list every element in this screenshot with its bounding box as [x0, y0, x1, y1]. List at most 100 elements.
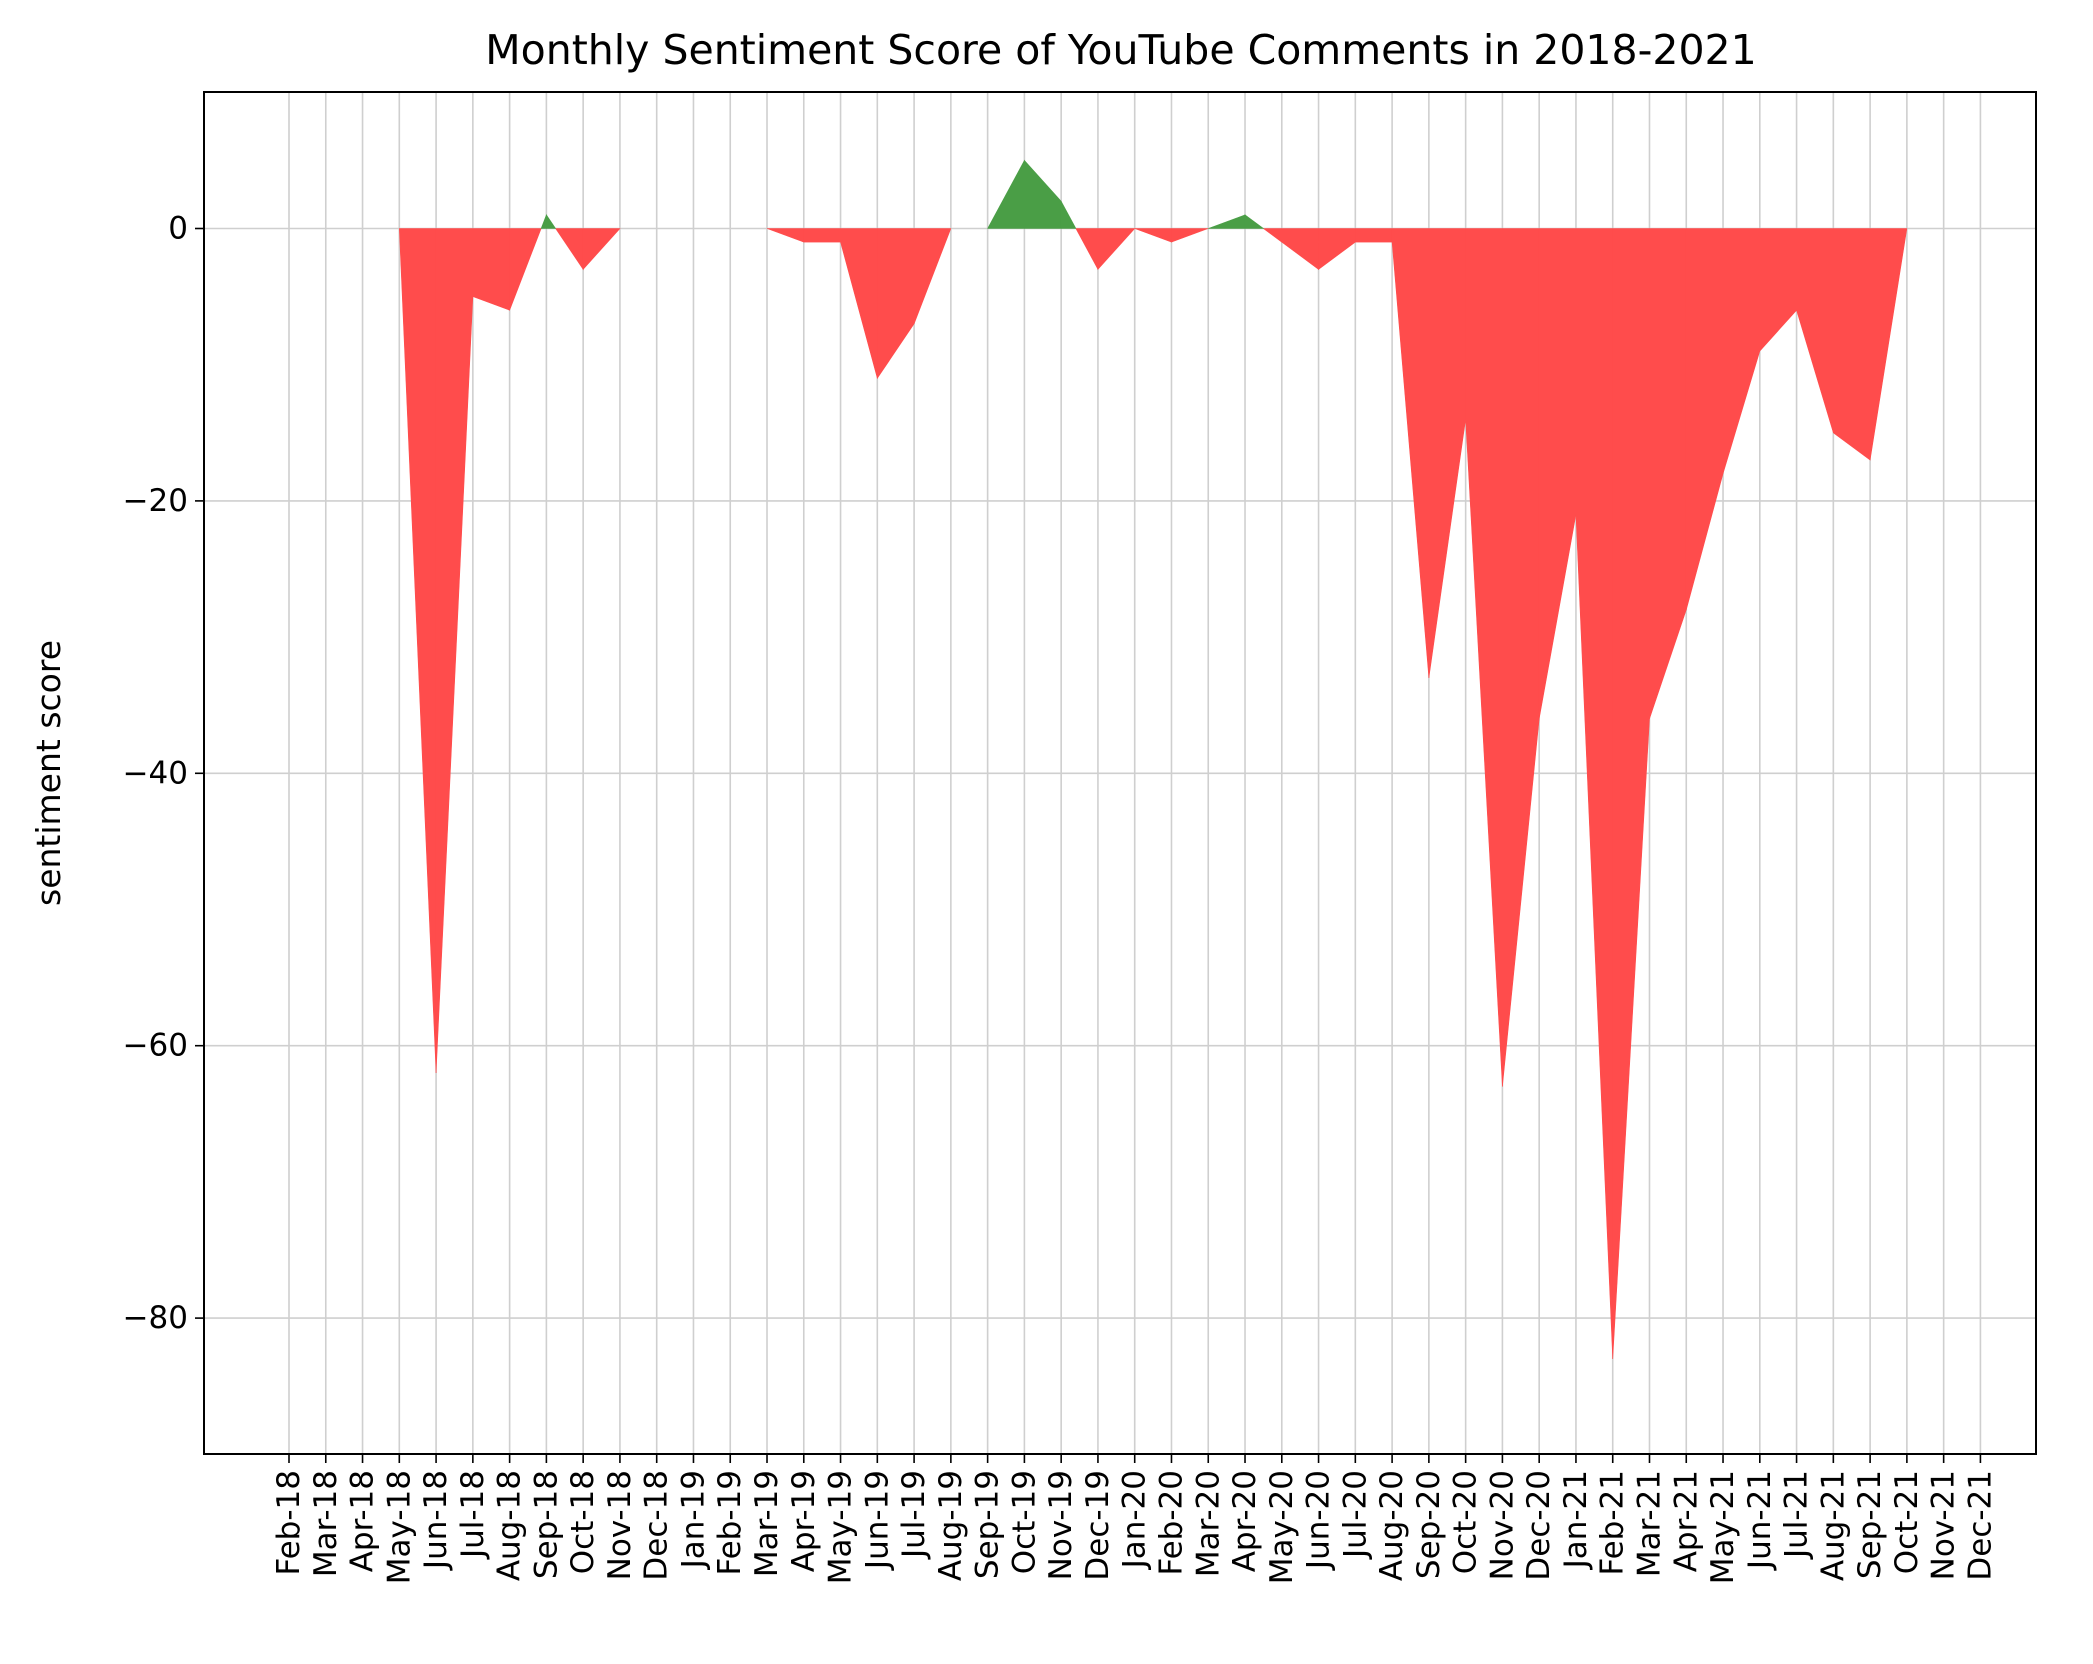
x-tick-label: Dec-18: [639, 1470, 675, 1581]
negative-area: [1171, 228, 1209, 243]
x-tick-label: Sep-21: [1852, 1470, 1888, 1579]
negative-area: [1833, 228, 1871, 461]
x-tick-label: Apr-19: [786, 1470, 822, 1572]
negative-area: [472, 228, 510, 311]
x-tick-label: Nov-19: [1043, 1470, 1079, 1580]
y-tick-label: 0: [168, 211, 188, 247]
negative-area: [1575, 228, 1614, 1359]
negative-area: [509, 228, 542, 311]
x-tick-label: Jul-18: [455, 1470, 491, 1560]
x-tick-label: Aug-20: [1374, 1470, 1410, 1581]
negative-area: [1612, 228, 1650, 1359]
y-tick-label: −40: [123, 755, 188, 791]
x-tick-label: Apr-20: [1227, 1470, 1263, 1572]
x-tick-label: Oct-19: [1006, 1470, 1042, 1574]
x-tick-label: Nov-20: [1484, 1470, 1520, 1580]
x-tick-label: Jan-20: [1117, 1470, 1153, 1570]
x-tick-label: Dec-20: [1521, 1470, 1557, 1581]
negative-area: [840, 228, 878, 379]
negative-area: [1097, 228, 1136, 271]
chart-title: Monthly Sentiment Score of YouTube Comme…: [485, 26, 1756, 74]
negative-area: [766, 228, 805, 243]
x-tick-label: Jun-21: [1742, 1470, 1778, 1571]
x-tick-label: Jul-19: [896, 1470, 932, 1560]
x-tick-label: Jul-21: [1779, 1470, 1815, 1560]
x-tick-label: Jan-19: [675, 1470, 711, 1570]
negative-area: [1538, 228, 1577, 719]
negative-area: [1075, 228, 1099, 270]
negative-area: [1502, 228, 1540, 1087]
positive-area: [1208, 214, 1246, 229]
x-tick-label: Sep-18: [528, 1470, 564, 1579]
x-tick-label: Jun-18: [418, 1470, 454, 1571]
y-tick-label: −60: [123, 1028, 188, 1064]
x-tick-label: Dec-19: [1080, 1470, 1116, 1581]
x-tick-label: Apr-21: [1668, 1470, 1704, 1572]
x-tick-label: Dec-21: [1962, 1470, 1998, 1581]
x-tick-label: Mar-19: [749, 1470, 785, 1577]
negative-area: [913, 228, 952, 324]
x-tick-label: May-21: [1705, 1470, 1741, 1584]
x-tick-label: Jun-20: [1301, 1470, 1337, 1571]
x-tick-label: Feb-19: [712, 1470, 748, 1576]
negative-area: [435, 228, 474, 1073]
negative-area: [1722, 228, 1761, 474]
positive-area: [1060, 201, 1077, 229]
x-tick-label: Apr-18: [345, 1470, 381, 1572]
negative-area: [1262, 228, 1283, 243]
x-tick-label: Jun-19: [859, 1470, 895, 1571]
x-tick-label: Aug-18: [492, 1470, 528, 1581]
negative-area: [555, 228, 584, 271]
negative-area: [803, 228, 841, 243]
x-tick-label: Oct-21: [1889, 1470, 1925, 1574]
x-tick-label: Sep-19: [970, 1470, 1006, 1579]
x-tick-label: Feb-21: [1595, 1470, 1631, 1576]
x-tick-label: Jul-20: [1337, 1470, 1373, 1560]
x-tick-label: Mar-21: [1631, 1470, 1667, 1577]
grid: [204, 92, 2036, 1454]
x-tick-label: May-18: [381, 1470, 417, 1584]
positive-area: [987, 160, 1025, 229]
x-tick-label: Nov-18: [602, 1470, 638, 1580]
positive-area: [1024, 159, 1062, 229]
x-tick-label: Oct-18: [565, 1470, 601, 1574]
plot-frame: [203, 91, 2037, 1455]
negative-area: [1134, 228, 1172, 243]
y-axis: 0 −20 −40 −60 −80: [123, 211, 204, 1336]
negative-area: [398, 228, 437, 1073]
x-tick-label: May-20: [1264, 1470, 1300, 1584]
x-tick-label: Jan-21: [1558, 1470, 1594, 1570]
y-tick-label: −80: [123, 1300, 188, 1336]
x-tick-label: Feb-20: [1153, 1470, 1189, 1576]
negative-area: [1281, 228, 1319, 270]
negative-area: [1318, 228, 1356, 270]
sentiment-areas: [398, 159, 1908, 1359]
x-tick-label: Nov-21: [1926, 1470, 1962, 1580]
x-tick-label: Mar-20: [1190, 1470, 1226, 1577]
negative-area: [582, 228, 621, 271]
negative-area: [1685, 228, 1724, 610]
negative-area: [1355, 228, 1393, 243]
negative-area: [1869, 228, 1908, 461]
positive-area: [546, 213, 557, 229]
negative-area: [1759, 228, 1797, 352]
negative-area: [1391, 228, 1430, 678]
y-tick-label: −20: [123, 483, 188, 519]
x-axis: Feb-18 Mar-18 Apr-18 May-18 Jun-18 Jul-18 Aug-…: [271, 1454, 1998, 1584]
x-tick-label: Mar-18: [308, 1470, 344, 1577]
x-tick-label: Oct-20: [1448, 1470, 1484, 1574]
x-tick-label: Aug-19: [933, 1470, 969, 1581]
positive-area: [540, 214, 547, 229]
negative-area: [1649, 228, 1687, 719]
x-tick-label: May-19: [823, 1470, 859, 1584]
y-axis-label: sentiment score: [29, 640, 68, 906]
positive-area: [1244, 214, 1265, 229]
negative-area: [1428, 228, 1466, 679]
x-tick-label: Feb-18: [271, 1470, 307, 1576]
x-tick-label: Aug-21: [1815, 1470, 1851, 1581]
negative-area: [877, 228, 915, 380]
x-tick-label: Sep-20: [1411, 1470, 1447, 1579]
negative-area: [1465, 228, 1503, 1087]
negative-area: [1796, 228, 1834, 433]
